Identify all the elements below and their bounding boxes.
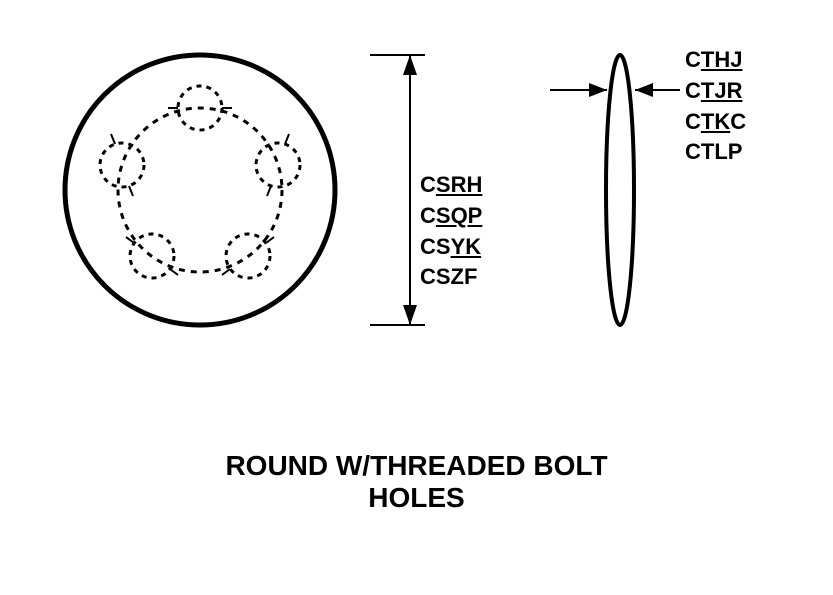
label-cszf: CSZF: [420, 262, 482, 293]
thread-mark-icon: [129, 186, 133, 196]
label-ctkc: CTKC: [685, 107, 746, 138]
label-csqp: CSQP: [420, 201, 482, 232]
bolt-circle: [118, 108, 282, 272]
front-view-svg: [60, 40, 350, 340]
title-line-1: ROUND W/THREADED BOLT: [0, 450, 833, 482]
arrowhead-icon: [635, 83, 653, 97]
diagram-title: ROUND W/THREADED BOLT HOLES: [0, 450, 833, 514]
label-csyk: CSYK: [420, 232, 482, 263]
outer-circle: [65, 55, 335, 325]
dimension-thickness-svg: [550, 60, 690, 120]
arrowhead-icon: [403, 55, 417, 75]
diagram-container: CSRH CSQP CSYK CSZF CTHJ CTJR CTKC CTLP: [60, 40, 780, 390]
dimension-thickness: [550, 60, 690, 125]
label-ctlp: CTLP: [685, 137, 746, 168]
arrowhead-icon: [589, 83, 607, 97]
bolt-hole-icon: [100, 143, 144, 187]
thickness-labels: CTHJ CTJR CTKC CTLP: [685, 45, 746, 168]
diameter-labels: CSRH CSQP CSYK CSZF: [420, 170, 482, 293]
bolt-hole-icon: [256, 143, 300, 187]
title-line-2: HOLES: [0, 482, 833, 514]
arrowhead-icon: [403, 305, 417, 325]
front-view: [60, 40, 350, 345]
thread-mark-icon: [111, 134, 115, 144]
label-ctjr: CTJR: [685, 76, 746, 107]
bolt-holes-group: [100, 86, 300, 278]
thread-mark-icon: [267, 186, 271, 196]
thread-mark-icon: [285, 134, 289, 144]
thread-mark-icon: [222, 269, 230, 275]
label-csrh: CSRH: [420, 170, 482, 201]
label-cthj: CTHJ: [685, 45, 746, 76]
thread-mark-icon: [170, 269, 178, 275]
